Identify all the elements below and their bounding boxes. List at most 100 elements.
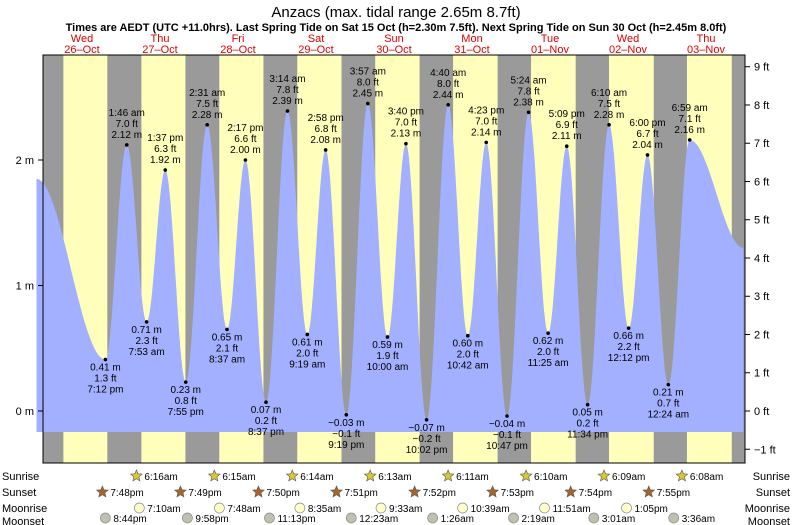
tide-high-label: 6.8 ft bbox=[315, 124, 337, 135]
tide-point bbox=[446, 102, 450, 107]
moonset-icon bbox=[508, 512, 519, 524]
tide-high-label: 8.0 ft bbox=[437, 79, 459, 90]
sunrise-time: 6:14am bbox=[300, 472, 333, 483]
tide-high-label: 4:40 am bbox=[430, 68, 466, 79]
tide-point bbox=[103, 357, 108, 362]
tide-labels: 0.41 m1.3 ft7:12 pm1:46 am7.0 ft2.12 m0.… bbox=[87, 67, 707, 456]
sunrise-time: 6:16am bbox=[144, 472, 177, 483]
tide-high-label: 2:17 pm bbox=[227, 123, 263, 134]
day-name-label: Fri bbox=[232, 33, 245, 45]
y-right-tick-label: 3 ft bbox=[754, 291, 769, 303]
tide-point bbox=[144, 320, 149, 324]
day-name-label: Wed bbox=[71, 33, 93, 45]
tide-low-label: 0.2 ft bbox=[576, 419, 598, 430]
y-right-tick-label: 9 ft bbox=[754, 62, 769, 74]
sunset-time: 7:55pm bbox=[657, 488, 690, 499]
y-right-tick-label: 8 ft bbox=[754, 100, 769, 112]
tide-low-label: 11:25 am bbox=[528, 358, 569, 369]
tide-high-label: 2.11 m bbox=[552, 131, 582, 142]
moonset-icon bbox=[264, 512, 275, 524]
tide-point bbox=[264, 400, 268, 405]
sunset-time: 7:52pm bbox=[423, 488, 456, 499]
day-date-label: 27–Oct bbox=[142, 44, 177, 56]
moonset-time: 1:26am bbox=[441, 514, 474, 525]
moonrise-icon bbox=[133, 502, 145, 514]
tide-high-label: 6.7 ft bbox=[636, 129, 658, 140]
sunset-time: 7:54pm bbox=[579, 488, 612, 499]
moonrise-icon bbox=[539, 502, 550, 514]
tide-high-label: 6:59 am bbox=[672, 103, 708, 114]
tide-high-label: 1.92 m bbox=[150, 155, 181, 166]
tide-high-label: 2.08 m bbox=[310, 135, 341, 146]
tide-point bbox=[385, 335, 390, 339]
tide-high-label: 4:23 pm bbox=[468, 105, 504, 116]
moonset-time: 3:36am bbox=[682, 514, 715, 525]
tide-low-label: 10:00 am bbox=[367, 362, 409, 373]
sunset-icon bbox=[173, 485, 187, 498]
tide-low-label: 0.62 m bbox=[533, 336, 564, 347]
row-label-right: Moonrise bbox=[745, 503, 790, 515]
sunset-time: 7:50pm bbox=[266, 488, 299, 499]
tide-low-label: 0.07 m bbox=[251, 405, 282, 416]
tide-high-label: 6:10 am bbox=[591, 88, 627, 99]
tide-low-label: −0.1 ft bbox=[493, 430, 521, 441]
y-right-tick-label: 2 ft bbox=[754, 329, 769, 341]
y-left-tick-label: 1 m bbox=[16, 281, 34, 293]
tide-high-label: 2.39 m bbox=[272, 96, 303, 107]
tide-point bbox=[607, 123, 611, 127]
tide-low-label: 11:34 pm bbox=[567, 430, 608, 441]
tide-low-label: 2.0 ft bbox=[537, 347, 559, 358]
sunrise-time: 6:08am bbox=[690, 472, 723, 483]
moonset-icon bbox=[668, 512, 680, 524]
tide-point bbox=[205, 123, 209, 127]
chart-subtitle: Times are AEDT (UTC +11.0hrs). Last Spri… bbox=[66, 22, 727, 34]
moonset-time: 11:13pm bbox=[277, 514, 315, 525]
tide-high-label: 2.28 m bbox=[192, 110, 223, 121]
moonrise-icon bbox=[214, 502, 225, 514]
y-right-tick-label: 4 ft bbox=[754, 253, 769, 265]
tide-high-label: 1:46 am bbox=[109, 108, 145, 119]
sunset-time: 7:51pm bbox=[345, 488, 378, 499]
tide-point bbox=[124, 143, 129, 147]
day-name-label: Tue bbox=[541, 33, 560, 45]
tide-low-label: 0.41 m bbox=[90, 363, 121, 374]
moonrise-time: 7:48am bbox=[227, 504, 260, 515]
tide-point bbox=[243, 158, 248, 162]
sunrise-icon bbox=[285, 469, 299, 482]
sunrise-icon bbox=[363, 469, 377, 482]
chart-frame bbox=[42, 54, 746, 464]
sunrise-time: 6:15am bbox=[222, 472, 255, 483]
day-name-label: Thu bbox=[697, 33, 716, 45]
moonset-icon bbox=[427, 512, 438, 524]
sunrise-time: 6:10am bbox=[534, 472, 567, 483]
tide-high-label: 7.8 ft bbox=[517, 86, 539, 97]
tide-point bbox=[526, 110, 531, 115]
tide-low-label: 0.66 m bbox=[613, 331, 644, 342]
sunrise-time: 6:09am bbox=[612, 472, 645, 483]
sunrise-icon bbox=[597, 469, 611, 482]
tide-high-label: 7.8 ft bbox=[276, 85, 298, 96]
sunset-time: 7:48pm bbox=[110, 488, 143, 499]
tide-water-area bbox=[36, 103, 744, 432]
tide-high-label: 3:40 pm bbox=[388, 107, 424, 118]
moonrise-time: 8:35am bbox=[308, 504, 341, 515]
tide-low-label: 2.1 ft bbox=[216, 343, 238, 354]
tide-high-label: 2.38 m bbox=[513, 97, 544, 108]
tide-high-label: 6.9 ft bbox=[556, 120, 578, 131]
tide-high-label: 5:24 am bbox=[510, 75, 546, 86]
tide-high-label: 3:57 am bbox=[350, 67, 386, 78]
tide-high-label: 1:37 pm bbox=[147, 133, 183, 144]
row-label-left: Moonrise bbox=[2, 503, 47, 515]
day-date-label: 29–Oct bbox=[298, 44, 333, 56]
chart-title: Anzacs (max. tidal range 2.65m 8.7ft) bbox=[271, 4, 520, 21]
tide-high-label: 7.0 ft bbox=[475, 116, 497, 127]
moonset-time: 9:58pm bbox=[195, 514, 228, 525]
sunrise-icon bbox=[519, 469, 533, 482]
tide-point bbox=[163, 168, 168, 172]
tide-low-label: −0.1 ft bbox=[332, 429, 360, 440]
sunset-icon bbox=[330, 485, 343, 498]
y-right-tick-label: −1 ft bbox=[754, 444, 776, 456]
tide-point bbox=[305, 332, 310, 337]
tide-point bbox=[666, 382, 671, 387]
